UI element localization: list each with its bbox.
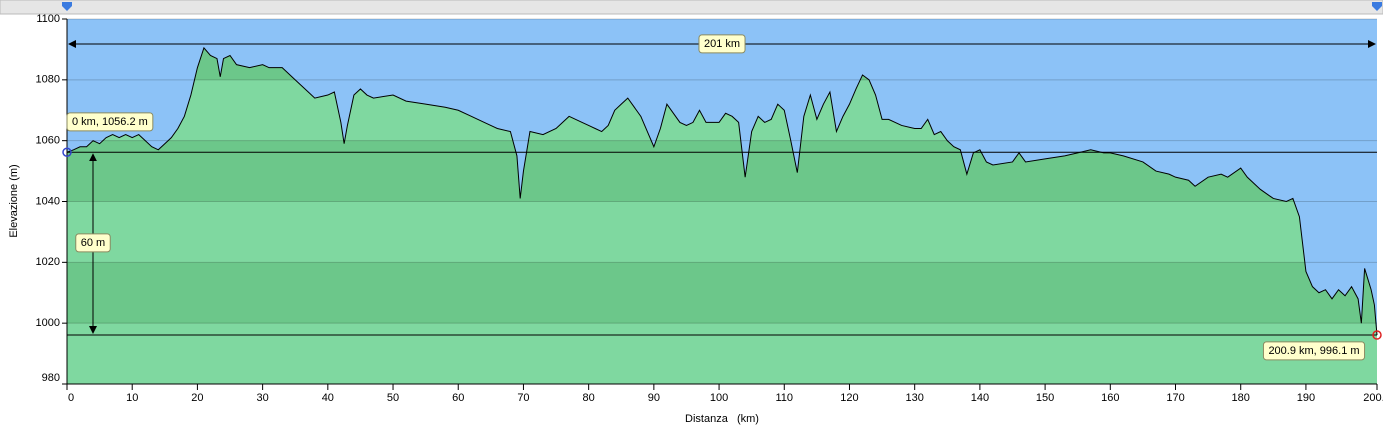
x-tick-label: 200.9	[1363, 392, 1383, 404]
x-tick-label: 40	[322, 392, 334, 404]
x-tick-label: 110	[775, 392, 793, 404]
annotation: 200.9 km, 996.1 m	[1268, 345, 1359, 357]
x-tick-label: 160	[1101, 392, 1119, 404]
y-tick-label: 980	[42, 372, 60, 384]
x-tick-label: 100	[710, 392, 728, 404]
x-tick-label: 30	[256, 392, 268, 404]
y-tick-label: 1040	[36, 195, 60, 207]
y-tick-label: 1060	[36, 135, 60, 147]
x-tick-label: 70	[517, 392, 529, 404]
profile-line	[66, 46, 1378, 336]
x-tick-label: 80	[583, 392, 595, 404]
x-tick-label: 60	[452, 392, 464, 404]
annotation-box	[66, 112, 154, 132]
end-point	[1372, 330, 1382, 340]
annotation-box	[75, 233, 111, 253]
range-handle[interactable]	[62, 2, 72, 11]
start-point	[62, 147, 72, 157]
annotation-box	[1262, 341, 1366, 361]
x-tick-label: 90	[648, 392, 660, 404]
x-axis-title: Distanza (km)	[685, 413, 759, 425]
x-tick-label: 190	[1297, 392, 1315, 404]
x-tick-label: 10	[126, 392, 138, 404]
y-tick-label: 1000	[36, 317, 60, 329]
x-tick-label: 50	[387, 392, 399, 404]
x-tick-label: 130	[906, 392, 924, 404]
annotation: 0 km, 1056.2 m	[72, 116, 148, 128]
y-tick-label: 1100	[36, 13, 60, 25]
y-tick-label: 1020	[36, 256, 60, 268]
x-tick-label: 0	[68, 392, 74, 404]
x-tick-label: 150	[1036, 392, 1054, 404]
x-tick-label: 170	[1166, 392, 1184, 404]
annotation-box	[698, 34, 746, 54]
x-tick-label: 180	[1232, 392, 1250, 404]
top-bar	[0, 0, 1383, 15]
band	[67, 262, 1377, 324]
x-tick-label: 140	[971, 392, 989, 404]
x-tick-label: 120	[840, 392, 858, 404]
y-axis-title: Elevazione (m)	[8, 164, 20, 237]
annotation: 201 km	[704, 38, 740, 50]
x-tick-label: 20	[191, 392, 203, 404]
annotation: 60 m	[81, 237, 105, 249]
range-handle[interactable]	[1372, 2, 1382, 11]
y-tick-label: 1080	[36, 74, 60, 86]
